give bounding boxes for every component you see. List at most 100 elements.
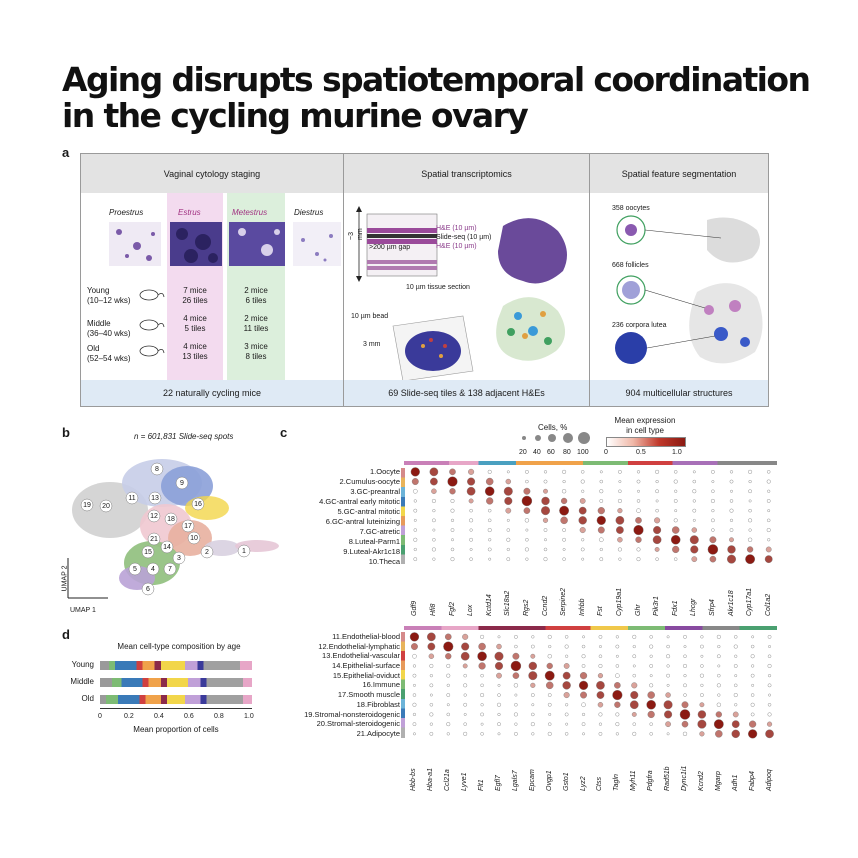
dot-mark bbox=[663, 700, 673, 710]
cluster-label: 3 bbox=[177, 555, 181, 562]
dot-mark bbox=[745, 554, 755, 565]
dot-mark bbox=[748, 469, 753, 474]
dot-mark bbox=[751, 635, 755, 639]
slideseq-schematic bbox=[356, 206, 567, 382]
follicles-label: 668 follicles bbox=[612, 262, 649, 269]
dot-mark bbox=[411, 643, 418, 650]
dot-mark bbox=[412, 722, 417, 726]
x-tick: 0.6 bbox=[184, 713, 194, 720]
row-label: 11.Endothelial-blood bbox=[332, 632, 400, 641]
dot-mark bbox=[674, 557, 678, 561]
dot-mark bbox=[409, 632, 420, 642]
dot-mark bbox=[525, 469, 529, 474]
dot-mark bbox=[547, 693, 552, 697]
cluster-label: 5 bbox=[133, 566, 137, 573]
dot-mark bbox=[530, 693, 535, 697]
gene-label: Serpine2 bbox=[560, 587, 568, 616]
dot-mark bbox=[665, 692, 671, 698]
dot-mark bbox=[673, 518, 678, 523]
dot-mark bbox=[630, 691, 639, 700]
bottom-row-labels: 11.Endothelial-blood 12.Endothelial-lymp… bbox=[290, 632, 400, 739]
dot-mark bbox=[674, 489, 678, 493]
dot-mark bbox=[524, 547, 529, 552]
dot-mark bbox=[543, 528, 548, 532]
dot-mark bbox=[449, 468, 456, 476]
dot-mark bbox=[664, 710, 673, 719]
corpora-lutea-label: 236 corpora lutea bbox=[612, 322, 667, 329]
gene-label: Akr1c18 bbox=[727, 590, 735, 616]
row-label: 17.Smooth muscle bbox=[337, 690, 400, 700]
dot-mark bbox=[496, 643, 502, 650]
dot-mark bbox=[766, 499, 771, 503]
size-legend-value: 100 bbox=[577, 449, 589, 456]
dot-mark bbox=[562, 528, 566, 532]
dot-mark bbox=[531, 635, 535, 639]
dot-mark bbox=[692, 499, 696, 503]
dot-mark bbox=[429, 722, 433, 726]
dot-mark bbox=[582, 732, 585, 736]
dot-mark bbox=[649, 732, 653, 736]
cluster-label: 7 bbox=[168, 566, 172, 573]
dot-mark bbox=[716, 683, 721, 688]
dot-mark bbox=[748, 499, 752, 503]
cluster-label: 2 bbox=[205, 549, 209, 556]
dot-mark bbox=[460, 651, 470, 661]
gene-label: Lhcgr bbox=[690, 598, 698, 616]
slideseq-label: Slide-seq (10 µm) bbox=[436, 234, 492, 241]
dot-mark bbox=[514, 634, 518, 639]
panel-a-box: Vaginal cytology staging Spatial transcr… bbox=[80, 153, 769, 407]
dot-mark bbox=[562, 557, 566, 561]
dot-mark bbox=[541, 506, 550, 516]
gap-label: >200 µm gap bbox=[369, 244, 411, 251]
dot-mark bbox=[750, 644, 755, 649]
color-legend-tick: 0 bbox=[604, 449, 608, 456]
dot-mark bbox=[649, 644, 654, 649]
gene-label: Pik3r1 bbox=[653, 596, 661, 616]
divider bbox=[589, 154, 590, 406]
gene-label: Dync1i1 bbox=[681, 765, 688, 791]
dot-mark bbox=[711, 489, 715, 493]
dot-mark bbox=[716, 654, 721, 659]
dot-mark bbox=[487, 547, 492, 552]
dot-mark bbox=[463, 683, 468, 688]
row-label: 20.Stromal-steroidogenic bbox=[316, 719, 400, 729]
dot-mark bbox=[681, 720, 689, 728]
dot-mark bbox=[748, 508, 752, 513]
dot-mark bbox=[679, 709, 691, 720]
mouse-icons bbox=[139, 289, 165, 357]
x-tick: 0 bbox=[98, 713, 102, 720]
dot-mark bbox=[428, 653, 435, 659]
dot-mark bbox=[505, 478, 512, 485]
dot-mark bbox=[633, 525, 644, 536]
dot-mark bbox=[751, 683, 755, 687]
dot-mark bbox=[580, 547, 585, 552]
dot-mark bbox=[579, 527, 586, 534]
dot-mark bbox=[429, 674, 433, 678]
group-label-middle: Middle bbox=[70, 677, 94, 686]
color-legend-tick: 1.0 bbox=[672, 449, 682, 456]
dot-mark bbox=[713, 719, 724, 730]
dot-mark bbox=[531, 712, 535, 717]
dot-mark bbox=[767, 712, 772, 717]
bottom-cluster-color-bar bbox=[404, 626, 777, 630]
dot-mark bbox=[618, 469, 622, 474]
dot-mark bbox=[485, 477, 494, 486]
section-footer-transcriptomics: 69 Slide-seq tiles & 138 adjacent H&Es bbox=[344, 380, 589, 406]
dot-mark bbox=[545, 681, 554, 690]
top-row-labels: 1.Oocyte 2.Cumulus-oocyte 3.GC-preantral… bbox=[290, 467, 400, 567]
group-ages: (52–54 wks) bbox=[87, 354, 131, 363]
umap-n-label: n = 601,831 Slide-seq spots bbox=[134, 432, 234, 441]
dot-mark bbox=[715, 730, 723, 738]
dot-mark bbox=[692, 508, 697, 513]
dot-mark bbox=[413, 537, 418, 542]
he-top-label: H&E (10 µm) bbox=[436, 225, 477, 232]
dot-mark bbox=[748, 489, 752, 494]
dot-mark bbox=[463, 731, 468, 736]
dot-mark bbox=[766, 721, 773, 727]
stage-estrus: Estrus bbox=[178, 208, 201, 217]
dot-mark bbox=[565, 722, 569, 726]
dot-mark bbox=[767, 654, 772, 658]
dot-mark bbox=[560, 497, 568, 505]
dot-mark bbox=[447, 476, 458, 487]
umap-x-axis-label: UMAP 1 bbox=[70, 607, 96, 614]
